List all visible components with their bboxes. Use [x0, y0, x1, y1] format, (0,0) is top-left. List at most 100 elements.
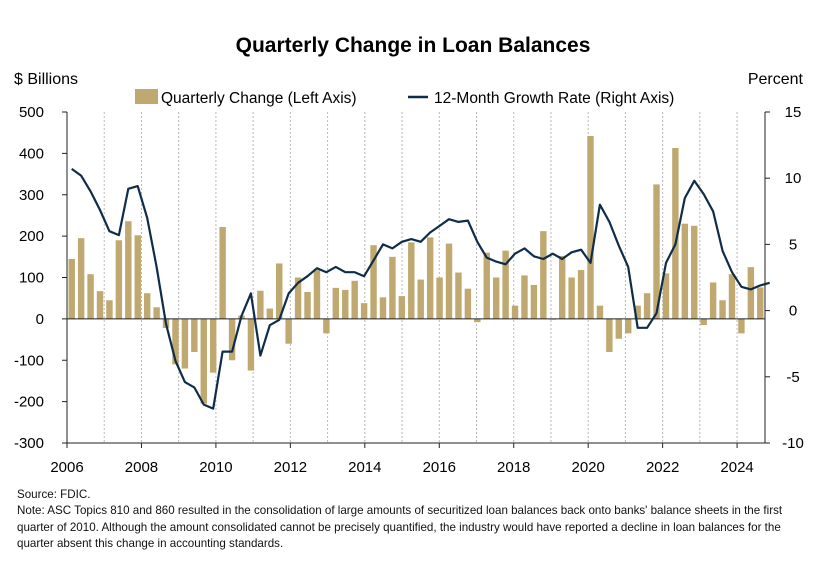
- bar: [606, 318, 613, 352]
- bar: [596, 305, 604, 319]
- right-tick-label: -5: [786, 369, 799, 386]
- loan-balances-chart: Quarterly Change in Loan Balances $ Bill…: [14, 34, 804, 476]
- legend-bar-label: Quarterly Change (Left Axis): [161, 90, 357, 107]
- bar: [342, 289, 349, 319]
- right-tick-label: 15: [785, 104, 802, 121]
- legend-line-label: 12-Month Growth Rate (Right Axis): [434, 90, 674, 107]
- left-tick-label: 300: [19, 187, 44, 204]
- bar: [691, 225, 698, 319]
- bar: [115, 240, 123, 319]
- bar: [209, 318, 217, 373]
- bar: [417, 279, 424, 319]
- bar: [709, 282, 717, 319]
- left-tick-label: 0: [36, 311, 44, 328]
- bar: [68, 258, 75, 319]
- bar: [445, 243, 453, 319]
- bar: [625, 318, 632, 334]
- bar: [389, 256, 396, 319]
- legend: Quarterly Change (Left Axis) 12-Month Gr…: [135, 89, 674, 107]
- bar-series: [68, 135, 764, 404]
- bar: [643, 293, 651, 319]
- right-tick-label: 5: [789, 236, 797, 253]
- left-tick-label: 500: [19, 104, 44, 121]
- x-tick-label: 2006: [50, 459, 83, 476]
- bar: [143, 293, 151, 319]
- bar: [219, 227, 226, 319]
- bar: [426, 237, 434, 319]
- bar: [511, 305, 519, 319]
- bar: [558, 255, 566, 319]
- right-tick-label: -10: [782, 435, 804, 452]
- bar: [200, 318, 207, 404]
- left-tick-label: 400: [19, 145, 44, 162]
- bar: [313, 270, 321, 319]
- bar: [408, 242, 415, 319]
- axes: [62, 111, 770, 448]
- bar: [681, 223, 689, 319]
- bar: [455, 272, 462, 319]
- footnote: Note: ASC Topics 810 and 860 resulted in…: [17, 504, 783, 550]
- bar: [700, 318, 707, 326]
- bar: [728, 274, 736, 319]
- left-tick-label: 100: [19, 270, 44, 287]
- bar: [492, 277, 500, 319]
- bar: [370, 245, 377, 319]
- x-tick-label: 2020: [571, 459, 604, 476]
- bar: [672, 147, 679, 319]
- bar: [247, 318, 255, 371]
- x-tick-label: 2012: [274, 459, 307, 476]
- bar: [276, 263, 283, 319]
- bar: [87, 274, 94, 319]
- growth-rate-line: [71, 168, 770, 410]
- bar: [436, 277, 443, 319]
- bar: [474, 318, 481, 323]
- right-tick-label: 0: [789, 303, 797, 320]
- chart-title: Quarterly Change in Loan Balances: [236, 34, 591, 57]
- legend-bar-swatch: [135, 89, 158, 104]
- bar: [719, 300, 726, 319]
- bar: [540, 231, 547, 319]
- bar: [257, 290, 264, 319]
- bar: [577, 270, 585, 319]
- bar: [181, 318, 189, 369]
- bar: [294, 277, 302, 319]
- bar: [653, 184, 660, 319]
- x-tick-label: 2016: [423, 459, 456, 476]
- bar: [379, 297, 387, 319]
- bar: [568, 277, 575, 319]
- gridlines: [66, 112, 738, 443]
- bar: [304, 291, 311, 319]
- bar: [77, 238, 85, 319]
- bar: [757, 287, 764, 319]
- x-tick-label: 2008: [125, 459, 158, 476]
- x-tick-label: 2018: [497, 459, 530, 476]
- left-tick-label: -100: [14, 352, 44, 369]
- bar: [502, 250, 509, 319]
- x-tick-label: 2014: [348, 459, 381, 476]
- bar: [634, 305, 641, 319]
- bar: [191, 318, 198, 352]
- bar: [228, 318, 236, 361]
- bar: [266, 308, 274, 319]
- bar: [96, 291, 104, 319]
- bar: [483, 252, 490, 319]
- bar: [360, 303, 368, 319]
- left-tick-label: -300: [14, 435, 44, 452]
- bar: [587, 135, 594, 319]
- tick-labels: 500 400 300 200 100 0 -100 -200 -300 15 10 5 0 -5 -10 2…: [14, 104, 804, 476]
- bar: [125, 221, 132, 319]
- bar: [738, 318, 745, 334]
- bar: [106, 300, 113, 319]
- left-tick-label: -200: [14, 394, 44, 411]
- x-tick-label: 2010: [199, 459, 232, 476]
- line-series: [71, 168, 770, 410]
- bar: [172, 318, 179, 365]
- bar: [285, 318, 292, 344]
- right-axis-label: Percent: [748, 71, 804, 88]
- bar: [398, 296, 406, 319]
- bar: [464, 288, 472, 319]
- right-tick-label: 10: [785, 170, 802, 187]
- bar: [747, 267, 755, 319]
- source-note: Source: FDIC.: [17, 488, 91, 501]
- bar: [521, 275, 528, 319]
